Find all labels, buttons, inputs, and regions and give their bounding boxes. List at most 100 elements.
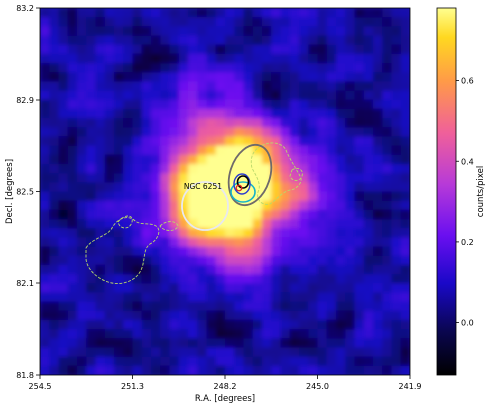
heatmap-cell xyxy=(345,209,356,220)
heatmap-cell xyxy=(95,72,106,83)
heatmap-cell xyxy=(160,319,171,330)
heatmap-cell xyxy=(363,209,374,220)
heatmap-cell xyxy=(400,191,410,202)
heatmap-cell xyxy=(326,154,337,165)
heatmap-cell xyxy=(169,154,180,165)
heatmap-cell xyxy=(271,264,282,275)
heatmap-cell xyxy=(197,264,208,275)
heatmap-cell xyxy=(317,63,328,73)
heatmap-cell xyxy=(132,246,143,257)
heatmap-cell xyxy=(40,173,50,183)
heatmap-cell xyxy=(86,108,97,119)
heatmap-cell xyxy=(132,228,143,238)
heatmap-cell xyxy=(382,319,393,330)
heatmap-cell xyxy=(234,81,245,92)
heatmap-cell xyxy=(280,99,291,110)
heatmap-cell xyxy=(262,191,272,202)
heatmap-cell xyxy=(40,283,50,294)
heatmap-cell xyxy=(308,127,319,138)
heatmap-cell xyxy=(225,99,235,110)
heatmap-cell xyxy=(188,154,198,165)
heatmap-cell xyxy=(77,99,87,110)
heatmap-cell xyxy=(141,329,152,339)
heatmap-cell xyxy=(289,283,300,294)
heatmap-cell xyxy=(123,118,134,128)
heatmap-cell xyxy=(104,90,115,101)
heatmap-cell xyxy=(40,99,50,110)
heatmap-cell xyxy=(141,81,152,92)
heatmap-cell xyxy=(345,283,356,294)
heatmap-cell xyxy=(317,319,328,330)
heatmap-cell xyxy=(49,283,60,294)
heatmap-cell xyxy=(225,209,235,220)
heatmap-cell xyxy=(40,108,50,119)
heatmap-cell xyxy=(299,219,309,229)
heatmap-cell xyxy=(317,108,328,119)
heatmap-cell xyxy=(280,8,291,18)
heatmap-cell xyxy=(234,145,245,156)
heatmap-cell xyxy=(141,99,152,110)
heatmap-cell xyxy=(225,274,235,284)
heatmap-cell xyxy=(345,237,356,248)
y-tick-label: 82.5 xyxy=(16,188,34,197)
heatmap-cell xyxy=(243,35,254,46)
heatmap-cell xyxy=(252,63,263,73)
heatmap-cell xyxy=(326,182,337,193)
heatmap-cell xyxy=(151,219,161,229)
heatmap-cell xyxy=(262,99,272,110)
heatmap-cell xyxy=(169,90,180,101)
heatmap-cell xyxy=(336,163,346,174)
heatmap-cell xyxy=(289,255,300,266)
heatmap-cell xyxy=(382,63,393,73)
heatmap-cell xyxy=(271,356,282,367)
heatmap-cell xyxy=(67,35,78,46)
heatmap-cell xyxy=(289,90,300,101)
heatmap-cell xyxy=(225,246,235,257)
heatmap-cell xyxy=(114,301,124,312)
heatmap-cell xyxy=(188,329,198,339)
heatmap-cell xyxy=(289,8,300,18)
heatmap-cell xyxy=(299,228,309,238)
heatmap-cell xyxy=(67,182,78,193)
heatmap-cell xyxy=(160,163,171,174)
heatmap-cell xyxy=(67,17,78,27)
heatmap-cell xyxy=(225,127,235,138)
heatmap-cell xyxy=(299,246,309,257)
heatmap-cell xyxy=(336,237,346,248)
heatmap-cell xyxy=(104,228,115,238)
heatmap-cell xyxy=(345,338,356,349)
heatmap-cell xyxy=(132,108,143,119)
heatmap-cell xyxy=(197,90,208,101)
heatmap-cell xyxy=(289,319,300,330)
heatmap-cell xyxy=(262,44,272,55)
heatmap-cell xyxy=(299,356,309,367)
heatmap-cell xyxy=(67,127,78,138)
heatmap-cell xyxy=(151,154,161,165)
colorbar-tick-label: 0.0 xyxy=(461,319,474,328)
heatmap-cell xyxy=(354,319,365,330)
heatmap-cell xyxy=(252,264,263,275)
heatmap-cell xyxy=(132,127,143,138)
heatmap-cell xyxy=(123,145,134,156)
heatmap-cell xyxy=(373,26,383,37)
heatmap-cell xyxy=(336,118,346,128)
heatmap-cell xyxy=(197,108,208,119)
heatmap-cell xyxy=(271,17,282,27)
heatmap-cell xyxy=(77,182,87,193)
heatmap-cell xyxy=(243,72,254,83)
heatmap-cell xyxy=(141,191,152,202)
heatmap-cell xyxy=(215,365,226,375)
heatmap-cell xyxy=(141,338,152,349)
heatmap-cell xyxy=(169,173,180,183)
heatmap-cell xyxy=(206,329,217,339)
heatmap-cell xyxy=(317,200,328,211)
heatmap-cell xyxy=(363,136,374,147)
heatmap-cell xyxy=(77,17,87,27)
heatmap-cell xyxy=(58,72,69,83)
heatmap-cell xyxy=(58,255,69,266)
heatmap-cell xyxy=(326,329,337,339)
heatmap-cell xyxy=(326,200,337,211)
heatmap-cell xyxy=(271,118,282,128)
heatmap-cell xyxy=(104,154,115,165)
heatmap-cell xyxy=(252,81,263,92)
